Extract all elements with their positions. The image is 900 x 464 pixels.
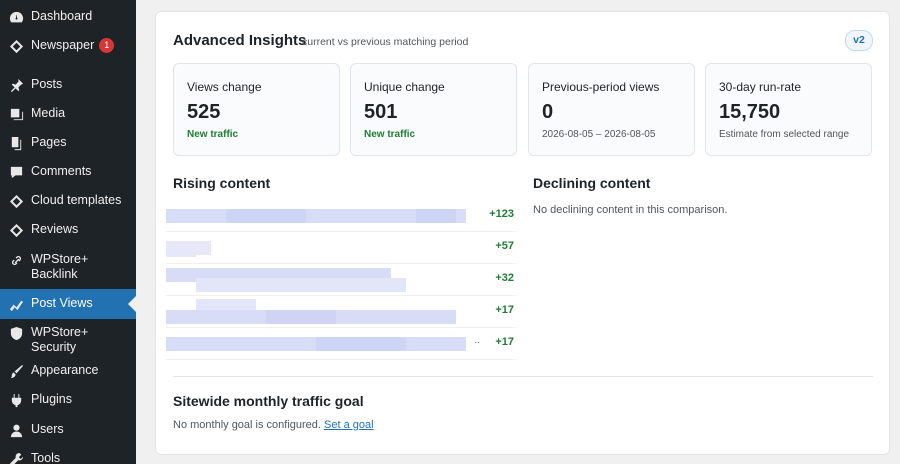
reviews-icon <box>8 222 24 238</box>
version-badge: v2 <box>845 30 873 51</box>
stat-note: Estimate from selected range <box>719 129 850 140</box>
stat-value: 501 <box>364 101 398 123</box>
sidebar-item-wpstore-backlink[interactable]: WPStore+ Backlink <box>0 252 136 282</box>
plugin-icon <box>8 392 24 408</box>
admin-sidebar: Dashboard Newspaper 1 Posts Media Pages C… <box>0 0 136 464</box>
sidebar-item-plugins[interactable]: Plugins <box>0 392 136 408</box>
traffic-goal-message: No monthly goal is configured. Set a goa… <box>173 419 374 431</box>
sidebar-item-label: Newspaper <box>31 38 95 52</box>
sidebar-item-label: Media <box>31 106 66 120</box>
stat-card-unique-change: Unique change 501 New traffic <box>350 63 517 156</box>
sidebar-item-label: WPStore+ Backlink <box>31 252 89 281</box>
stat-note: New traffic <box>364 129 416 140</box>
comment-icon <box>8 164 24 180</box>
newspaper-icon <box>8 38 24 54</box>
sidebar-item-reviews[interactable]: Reviews <box>0 222 136 238</box>
goal-status-text: No monthly goal is configured. <box>173 419 321 431</box>
sidebar-item-label: Reviews <box>31 222 79 236</box>
sidebar-item-label: Comments <box>31 164 92 178</box>
sidebar-item-label: Tools <box>31 451 61 464</box>
views-delta: +123 <box>489 208 514 220</box>
sidebar-item-label: Plugins <box>31 392 72 406</box>
sidebar-item-media[interactable]: Media <box>0 106 136 122</box>
link-icon <box>8 252 24 268</box>
sidebar-item-label: Appearance <box>31 363 99 377</box>
sidebar-item-post-views[interactable]: Post Views <box>0 289 136 319</box>
sidebar-item-cloud-templates[interactable]: Cloud templates <box>0 193 136 209</box>
sidebar-item-posts[interactable]: Posts <box>0 77 136 93</box>
media-icon <box>8 106 24 122</box>
sidebar-item-users[interactable]: Users <box>0 422 136 438</box>
section-divider <box>173 376 873 377</box>
stat-label: 30-day run-rate <box>719 80 802 94</box>
sidebar-item-label: Users <box>31 422 64 436</box>
list-item[interactable]: +32 <box>166 264 516 296</box>
traffic-goal-title: Sitewide monthly traffic goal <box>173 393 364 409</box>
list-item[interactable]: +17 <box>166 296 516 328</box>
sidebar-item-label: Dashboard <box>31 9 93 23</box>
dashboard-icon <box>8 9 24 25</box>
sidebar-item-label: Cloud templates <box>31 193 122 207</box>
brush-icon <box>8 363 24 379</box>
sidebar-item-label: Post Views <box>31 296 93 310</box>
stat-label: Unique change <box>364 80 445 94</box>
stat-card-run-rate: 30-day run-rate 15,750 Estimate from sel… <box>705 63 872 156</box>
sidebar-item-wpstore-security[interactable]: WPStore+ Security <box>0 325 136 355</box>
pages-icon <box>8 135 24 151</box>
sidebar-item-appearance[interactable]: Appearance <box>0 363 136 379</box>
update-count-badge: 1 <box>99 38 115 53</box>
advanced-insights-card: Advanced Insights current vs previous ma… <box>155 11 890 455</box>
views-delta: +17 <box>495 336 514 348</box>
stat-card-views-change: Views change 525 New traffic <box>173 63 340 156</box>
views-delta: +32 <box>495 272 514 284</box>
stat-value: 0 <box>542 101 554 123</box>
stat-value: 525 <box>187 101 221 123</box>
list-item[interactable]: +57 <box>166 232 516 264</box>
truncation-ellipsis: .. <box>474 335 480 346</box>
shield-icon <box>8 325 24 341</box>
declining-content-title: Declining content <box>533 175 651 191</box>
chart-line-icon <box>8 296 24 312</box>
tools-icon <box>8 451 24 464</box>
rising-content-title: Rising content <box>173 175 271 191</box>
declining-empty-message: No declining content in this comparison. <box>533 204 728 216</box>
stat-label: Previous-period views <box>542 80 660 94</box>
views-delta: +57 <box>495 240 514 252</box>
stat-value: 15,750 <box>719 101 781 123</box>
sidebar-item-dashboard[interactable]: Dashboard <box>0 9 136 25</box>
page-subtitle: current vs previous matching period <box>302 36 469 48</box>
views-delta: +17 <box>495 304 514 316</box>
stat-note: 2026-08-05 – 2026-08-05 <box>542 129 656 140</box>
cloud-template-icon <box>8 193 24 209</box>
stat-label: Views change <box>187 80 262 94</box>
sidebar-item-label: Pages <box>31 135 67 149</box>
pin-icon <box>8 77 24 93</box>
sidebar-item-comments[interactable]: Comments <box>0 164 136 180</box>
page-title: Advanced Insights <box>173 32 307 49</box>
list-item[interactable]: +123 <box>166 200 516 232</box>
stat-note: New traffic <box>187 129 239 140</box>
sidebar-item-tools[interactable]: Tools <box>0 451 136 464</box>
user-icon <box>8 422 24 438</box>
sidebar-item-label: WPStore+ Security <box>31 325 89 354</box>
sidebar-item-label: Posts <box>31 77 63 91</box>
sidebar-item-pages[interactable]: Pages <box>0 135 136 151</box>
sidebar-item-newspaper[interactable]: Newspaper 1 <box>0 38 136 54</box>
list-item[interactable]: .. +17 <box>166 328 516 360</box>
stat-card-previous-period-views: Previous-period views 0 2026-08-05 – 202… <box>528 63 695 156</box>
set-goal-link[interactable]: Set a goal <box>324 419 374 431</box>
